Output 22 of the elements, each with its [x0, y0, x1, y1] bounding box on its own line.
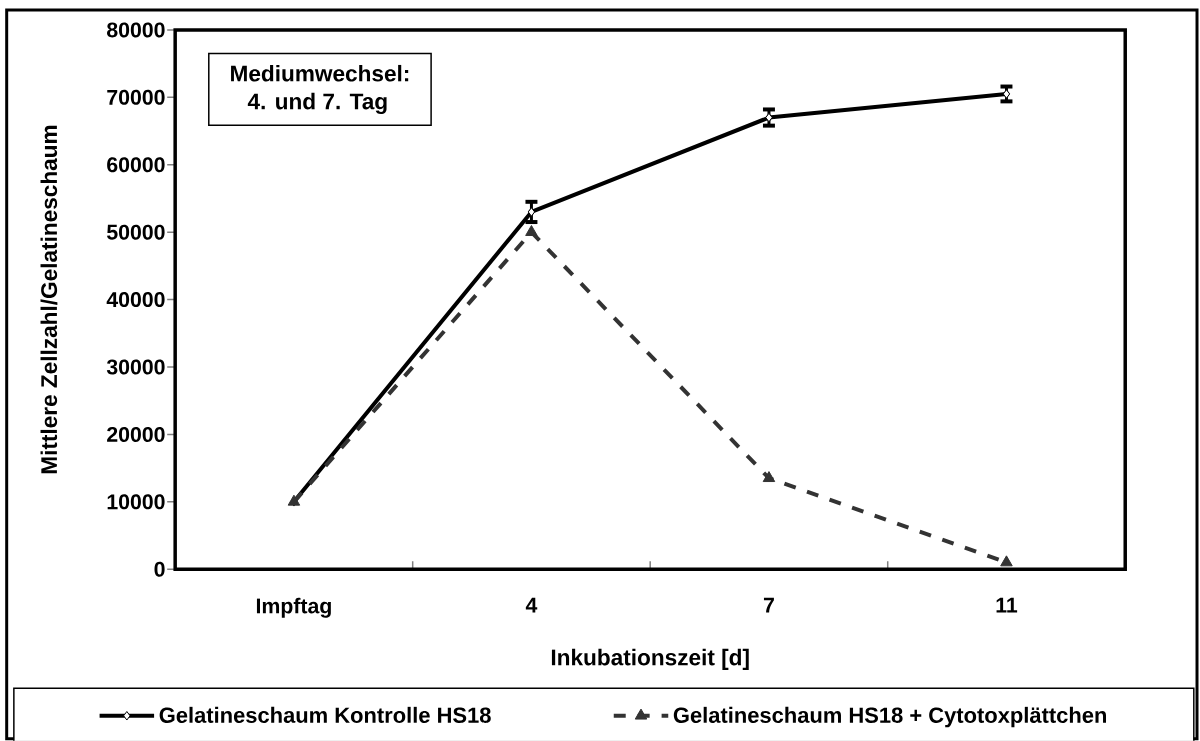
x-tick-label: 7	[763, 598, 774, 613]
y-tick-label: 60000	[107, 157, 165, 173]
y-tick-label: 70000	[107, 89, 165, 105]
point	[762, 471, 776, 483]
x-tick-label: Impftag	[256, 598, 331, 618]
legend-label: Gelatineschaum Kontrolle HS18	[159, 706, 491, 724]
y-axis-title: Mittlere Zellzahl/Gelatineschaum	[40, 125, 58, 474]
y-tick-label: 80000	[107, 22, 165, 38]
legend-label: Gelatineschaum HS18 + Cytotoxplättchen	[673, 706, 1107, 728]
y-tick-label: 0	[154, 561, 165, 577]
x-axis-title: Inkubationszeit [d]	[551, 648, 749, 671]
y-tick-label: 10000	[107, 494, 165, 510]
annotation: 4. und 7. Tag	[247, 92, 387, 115]
point	[1000, 555, 1013, 567]
y-tick-label: 40000	[106, 292, 165, 308]
x-tick-label: 4	[525, 598, 538, 613]
point	[525, 225, 538, 237]
x-tick-label: 11	[996, 598, 1018, 613]
y-tick-label: 50000	[106, 224, 165, 240]
annotation: Mediumwechsel:	[231, 65, 409, 82]
y-tick-label: 20000	[107, 427, 165, 443]
y-tick-label: 30000	[106, 359, 165, 375]
